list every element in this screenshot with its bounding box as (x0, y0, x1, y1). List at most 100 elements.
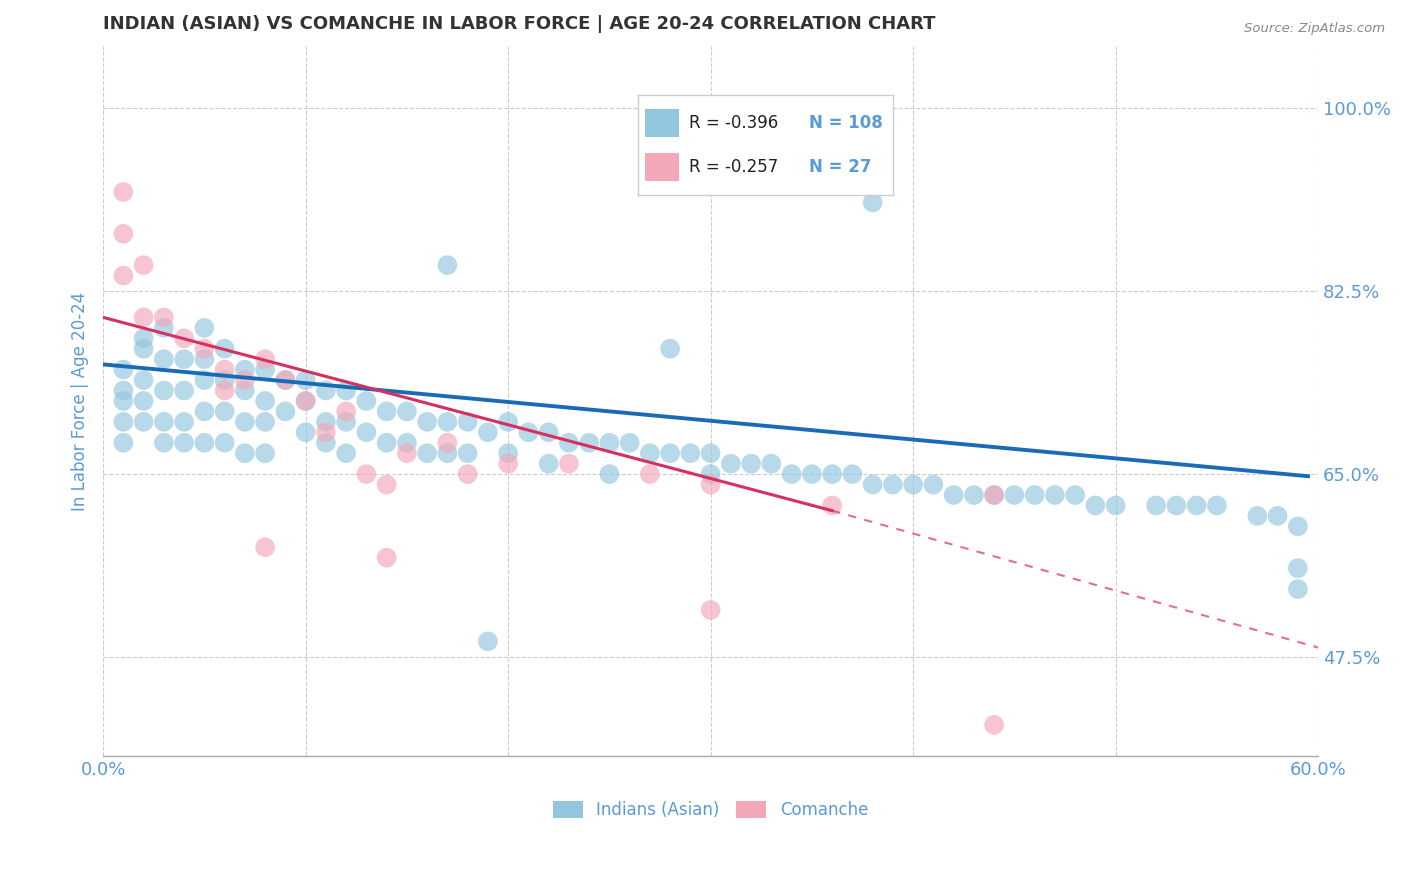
Point (942, 488, 965, 502)
Point (436, 446, 458, 460)
Point (1166, 499, 1188, 513)
Point (132, 373, 155, 387)
Point (1286, 561, 1309, 575)
Point (112, 394, 135, 409)
Point (254, 352, 277, 367)
Point (214, 342, 236, 356)
Point (375, 404, 398, 418)
Point (294, 394, 316, 409)
Point (335, 415, 357, 429)
Point (112, 185, 135, 199)
Point (193, 435, 215, 450)
Point (254, 415, 277, 429)
Point (356, 394, 378, 409)
Point (761, 457, 783, 471)
Point (132, 331, 155, 345)
Point (335, 404, 357, 418)
Point (882, 477, 904, 491)
Point (193, 404, 215, 418)
Point (436, 415, 458, 429)
Point (1104, 499, 1126, 513)
Point (638, 467, 661, 482)
Point (477, 634, 499, 648)
Point (699, 603, 721, 617)
Point (457, 446, 479, 460)
Point (214, 435, 236, 450)
Point (395, 435, 418, 450)
Point (983, 488, 1005, 502)
Point (375, 477, 398, 491)
Point (214, 404, 236, 418)
Point (821, 499, 844, 513)
Point (153, 310, 176, 325)
Point (132, 342, 155, 356)
Point (375, 550, 398, 565)
Point (1205, 499, 1227, 513)
Point (1185, 499, 1208, 513)
Legend: Indians (Asian), Comanche: Indians (Asian), Comanche (547, 795, 875, 826)
Point (193, 321, 215, 335)
Point (619, 435, 641, 450)
Point (254, 541, 277, 555)
Point (800, 467, 823, 482)
Point (112, 415, 135, 429)
Point (173, 435, 195, 450)
Point (1286, 519, 1309, 533)
Point (112, 435, 135, 450)
Point (315, 384, 337, 398)
Point (112, 384, 135, 398)
Point (233, 446, 256, 460)
Point (112, 268, 135, 283)
Point (983, 718, 1005, 732)
Point (496, 446, 519, 460)
Point (173, 415, 195, 429)
Point (233, 415, 256, 429)
Point (1144, 499, 1167, 513)
Point (132, 310, 155, 325)
Point (436, 435, 458, 450)
Point (598, 467, 620, 482)
Point (395, 446, 418, 460)
Point (132, 258, 155, 272)
Point (436, 258, 458, 272)
Point (659, 446, 682, 460)
Text: INDIAN (ASIAN) VS COMANCHE IN LABOR FORCE | AGE 20-24 CORRELATION CHART: INDIAN (ASIAN) VS COMANCHE IN LABOR FORC… (103, 15, 935, 33)
Point (1267, 508, 1289, 523)
Point (841, 467, 863, 482)
Point (254, 394, 277, 409)
Point (214, 362, 236, 376)
Point (862, 195, 884, 210)
Point (1024, 488, 1046, 502)
Point (254, 362, 277, 376)
Point (699, 446, 721, 460)
Point (963, 488, 986, 502)
Point (537, 425, 560, 440)
Point (193, 373, 215, 387)
Point (153, 384, 176, 398)
Point (862, 477, 884, 491)
Point (395, 404, 418, 418)
Point (356, 425, 378, 440)
Point (315, 435, 337, 450)
Point (558, 457, 581, 471)
Point (578, 435, 600, 450)
Point (233, 362, 256, 376)
Point (1084, 499, 1107, 513)
Point (193, 342, 215, 356)
Point (558, 435, 581, 450)
Point (1064, 488, 1087, 502)
Point (901, 477, 924, 491)
Point (780, 467, 803, 482)
Point (112, 362, 135, 376)
Point (335, 446, 357, 460)
Point (356, 467, 378, 482)
Point (153, 435, 176, 450)
Point (740, 457, 762, 471)
Point (1286, 582, 1309, 596)
Point (173, 352, 195, 367)
Point (132, 415, 155, 429)
Point (1043, 488, 1066, 502)
Point (173, 384, 195, 398)
Point (638, 446, 661, 460)
Point (254, 446, 277, 460)
